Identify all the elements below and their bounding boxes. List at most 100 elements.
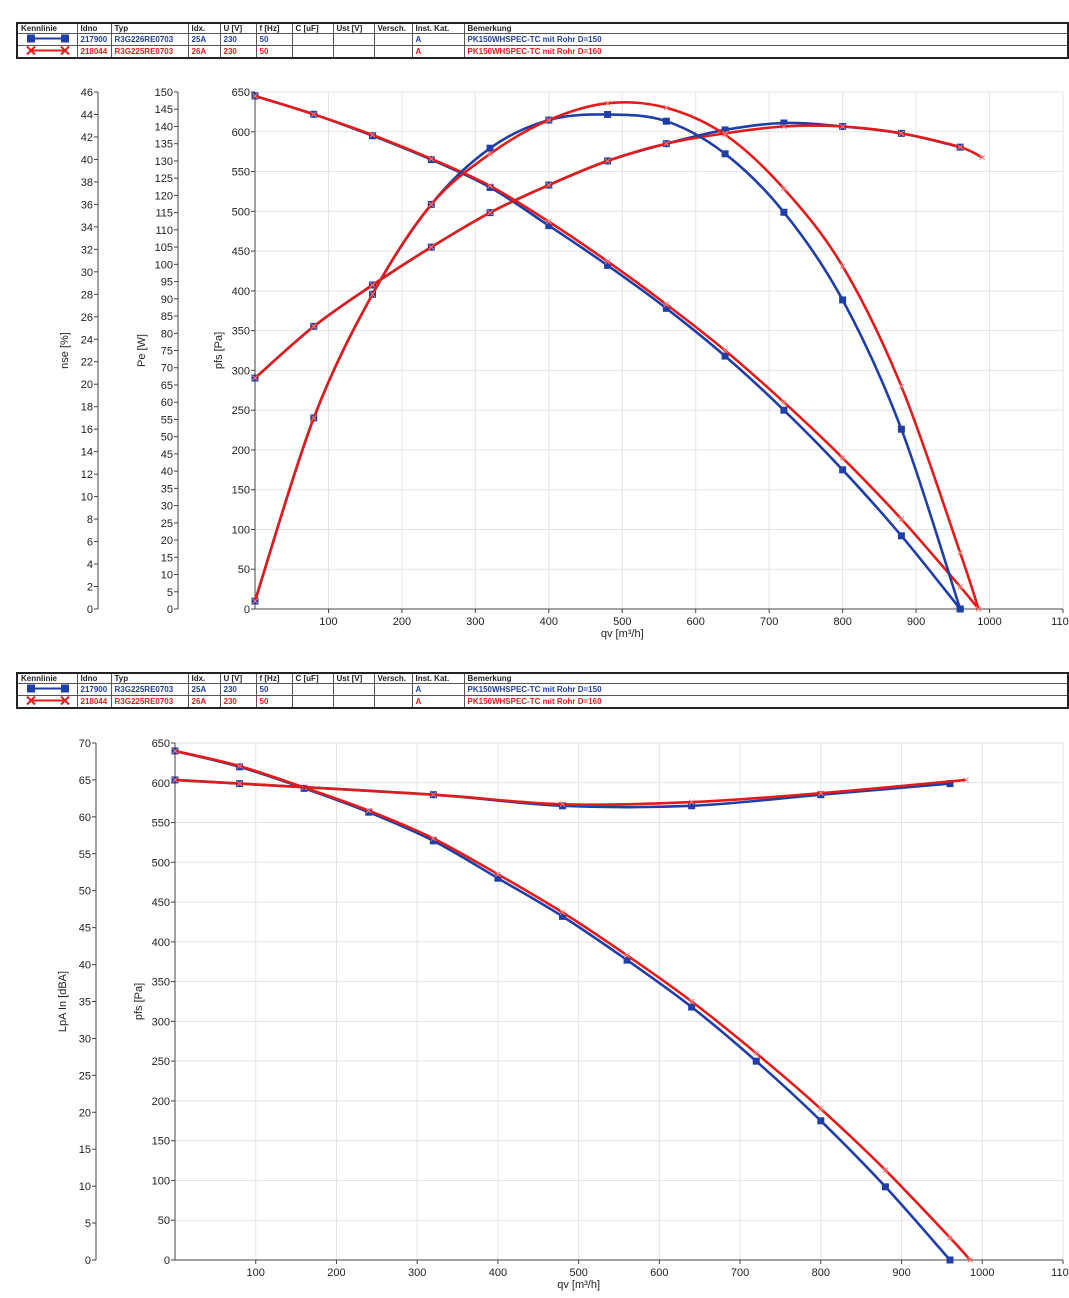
y-tick-label: 450 bbox=[152, 897, 170, 909]
y-tick-label: 350 bbox=[232, 326, 250, 338]
data-point bbox=[604, 110, 612, 118]
data-point bbox=[558, 802, 566, 810]
legend-header-cell: f [Hz] bbox=[255, 22, 293, 34]
extra-axis-tick-label: 15 bbox=[161, 552, 173, 564]
extra-axis-tick-label: 35 bbox=[79, 997, 91, 1009]
extra-axis-tick-label: 10 bbox=[161, 570, 173, 582]
extra-axis-tick-label: 55 bbox=[79, 849, 91, 861]
extra-axis-tick-label: 50 bbox=[79, 886, 91, 898]
data-point bbox=[781, 123, 787, 130]
data-point bbox=[662, 304, 670, 312]
data-point bbox=[545, 182, 552, 188]
data-point bbox=[428, 155, 435, 162]
x-tick-label: 1100 bbox=[1051, 1267, 1069, 1279]
x-tick-label: 400 bbox=[540, 616, 558, 628]
data-point bbox=[839, 466, 847, 474]
data-point bbox=[236, 780, 243, 787]
legend-header-row: Kennlinie Idno Typ Idx. U [V] f [Hz] C [uF] Ust… bbox=[16, 672, 1069, 684]
legend-cell-idx: 25A bbox=[187, 683, 221, 696]
data-point bbox=[752, 1057, 760, 1065]
extra-axis-tick-label: 14 bbox=[81, 447, 93, 459]
extra-axis-tick-label: 20 bbox=[79, 1107, 91, 1119]
legend-header-cell: Inst. Kat. bbox=[411, 672, 465, 684]
data-point bbox=[957, 583, 964, 590]
cross-marker-line-icon bbox=[26, 696, 70, 706]
data-point bbox=[365, 808, 373, 816]
extra-axis-tick-label: 20 bbox=[81, 379, 93, 391]
data-point bbox=[897, 532, 905, 540]
extra-axis-tick-label: 80 bbox=[161, 328, 173, 340]
extra-axis-tick-label: 65 bbox=[161, 380, 173, 392]
x-tick-label: 100 bbox=[247, 1267, 265, 1279]
legend-cell-idno: 218044 bbox=[76, 45, 112, 59]
extra-axis-tick-label: 110 bbox=[155, 225, 173, 237]
y-tick-label: 450 bbox=[232, 246, 250, 258]
legend-cell-c bbox=[291, 33, 334, 46]
x-tick-label: 500 bbox=[569, 1267, 587, 1279]
data-point bbox=[817, 790, 824, 797]
extra-axis-tick-label: 28 bbox=[81, 289, 93, 301]
extra-axis-tick-label: 36 bbox=[81, 199, 93, 211]
extra-axis-tick-label: 65 bbox=[79, 775, 91, 787]
data-point bbox=[486, 183, 494, 191]
extra-axis-tick-label: 45 bbox=[161, 449, 173, 461]
x-tick-label: 100 bbox=[319, 616, 337, 628]
data-point bbox=[604, 258, 611, 265]
legend-cell-c bbox=[291, 45, 334, 59]
legend-row: 218044 R3G225RE0703 26A 230 50 A PK150WHSPEC-T… bbox=[16, 695, 1069, 709]
data-point bbox=[624, 952, 630, 959]
data-point bbox=[252, 375, 258, 381]
extra-axis-tick-label: 15 bbox=[79, 1144, 91, 1156]
data-point bbox=[494, 874, 502, 882]
data-point bbox=[252, 598, 258, 604]
legend-cell-typ: R3G225RE0703 bbox=[110, 45, 189, 59]
data-point bbox=[753, 1050, 760, 1057]
extra-axis-tick-label: 115 bbox=[155, 208, 173, 220]
legend-header-cell: Typ bbox=[110, 22, 189, 34]
data-point bbox=[817, 1106, 824, 1112]
legend-header-cell: Idno bbox=[76, 22, 112, 34]
data-point bbox=[897, 425, 905, 433]
legend-cell-u: 230 bbox=[219, 683, 257, 696]
extra-axis-tick-label: 130 bbox=[155, 156, 173, 168]
extra-axis-tick-label: 90 bbox=[161, 294, 173, 306]
square-marker-line-icon bbox=[27, 684, 69, 693]
legend-marker bbox=[16, 683, 78, 696]
legend-table: Kennlinie Idno Typ Idx. U [V] f [Hz] C [uF] Ust… bbox=[16, 672, 1069, 709]
extra-axis-tick-label: 42 bbox=[81, 132, 93, 144]
data-point bbox=[975, 606, 982, 612]
data-point bbox=[722, 131, 728, 138]
data-point bbox=[780, 208, 788, 216]
extra-axis-tick-label: 45 bbox=[79, 923, 91, 935]
y-tick-label: 650 bbox=[232, 87, 250, 99]
y-tick-label: 600 bbox=[152, 778, 170, 790]
series-line bbox=[254, 94, 962, 610]
series-line bbox=[254, 124, 983, 380]
extra-axis-tick-label: 30 bbox=[81, 267, 93, 279]
legend-cell-f: 50 bbox=[255, 683, 293, 696]
x-tick-label: 700 bbox=[760, 616, 778, 628]
y-tick-label: 200 bbox=[152, 1096, 170, 1108]
extra-axis-label: nse [%] bbox=[59, 332, 71, 369]
extra-axis-tick-label: 25 bbox=[161, 518, 173, 530]
extra-axis-tick-label: 20 bbox=[161, 535, 173, 547]
legend-header-cell: Versch. bbox=[373, 672, 413, 684]
data-point bbox=[957, 144, 964, 151]
data-point bbox=[310, 323, 317, 330]
extra-axis-tick-label: 30 bbox=[79, 1033, 91, 1045]
legend-cell-u: 230 bbox=[219, 33, 257, 46]
data-point bbox=[817, 1117, 825, 1125]
y-tick-label: 550 bbox=[152, 818, 170, 830]
extra-axis-tick-label: 5 bbox=[167, 587, 173, 599]
x-tick-label: 200 bbox=[327, 1267, 345, 1279]
extra-axis-tick-label: 30 bbox=[161, 501, 173, 513]
y-tick-label: 400 bbox=[232, 286, 250, 298]
y-tick-label: 150 bbox=[232, 485, 250, 497]
data-point bbox=[817, 791, 825, 799]
data-point bbox=[365, 807, 372, 814]
extra-axis-tick-label: 25 bbox=[79, 1070, 91, 1082]
data-point bbox=[369, 291, 376, 298]
extra-axis-tick-label: 44 bbox=[81, 109, 93, 121]
data-point bbox=[946, 1256, 954, 1264]
data-point bbox=[604, 261, 612, 269]
